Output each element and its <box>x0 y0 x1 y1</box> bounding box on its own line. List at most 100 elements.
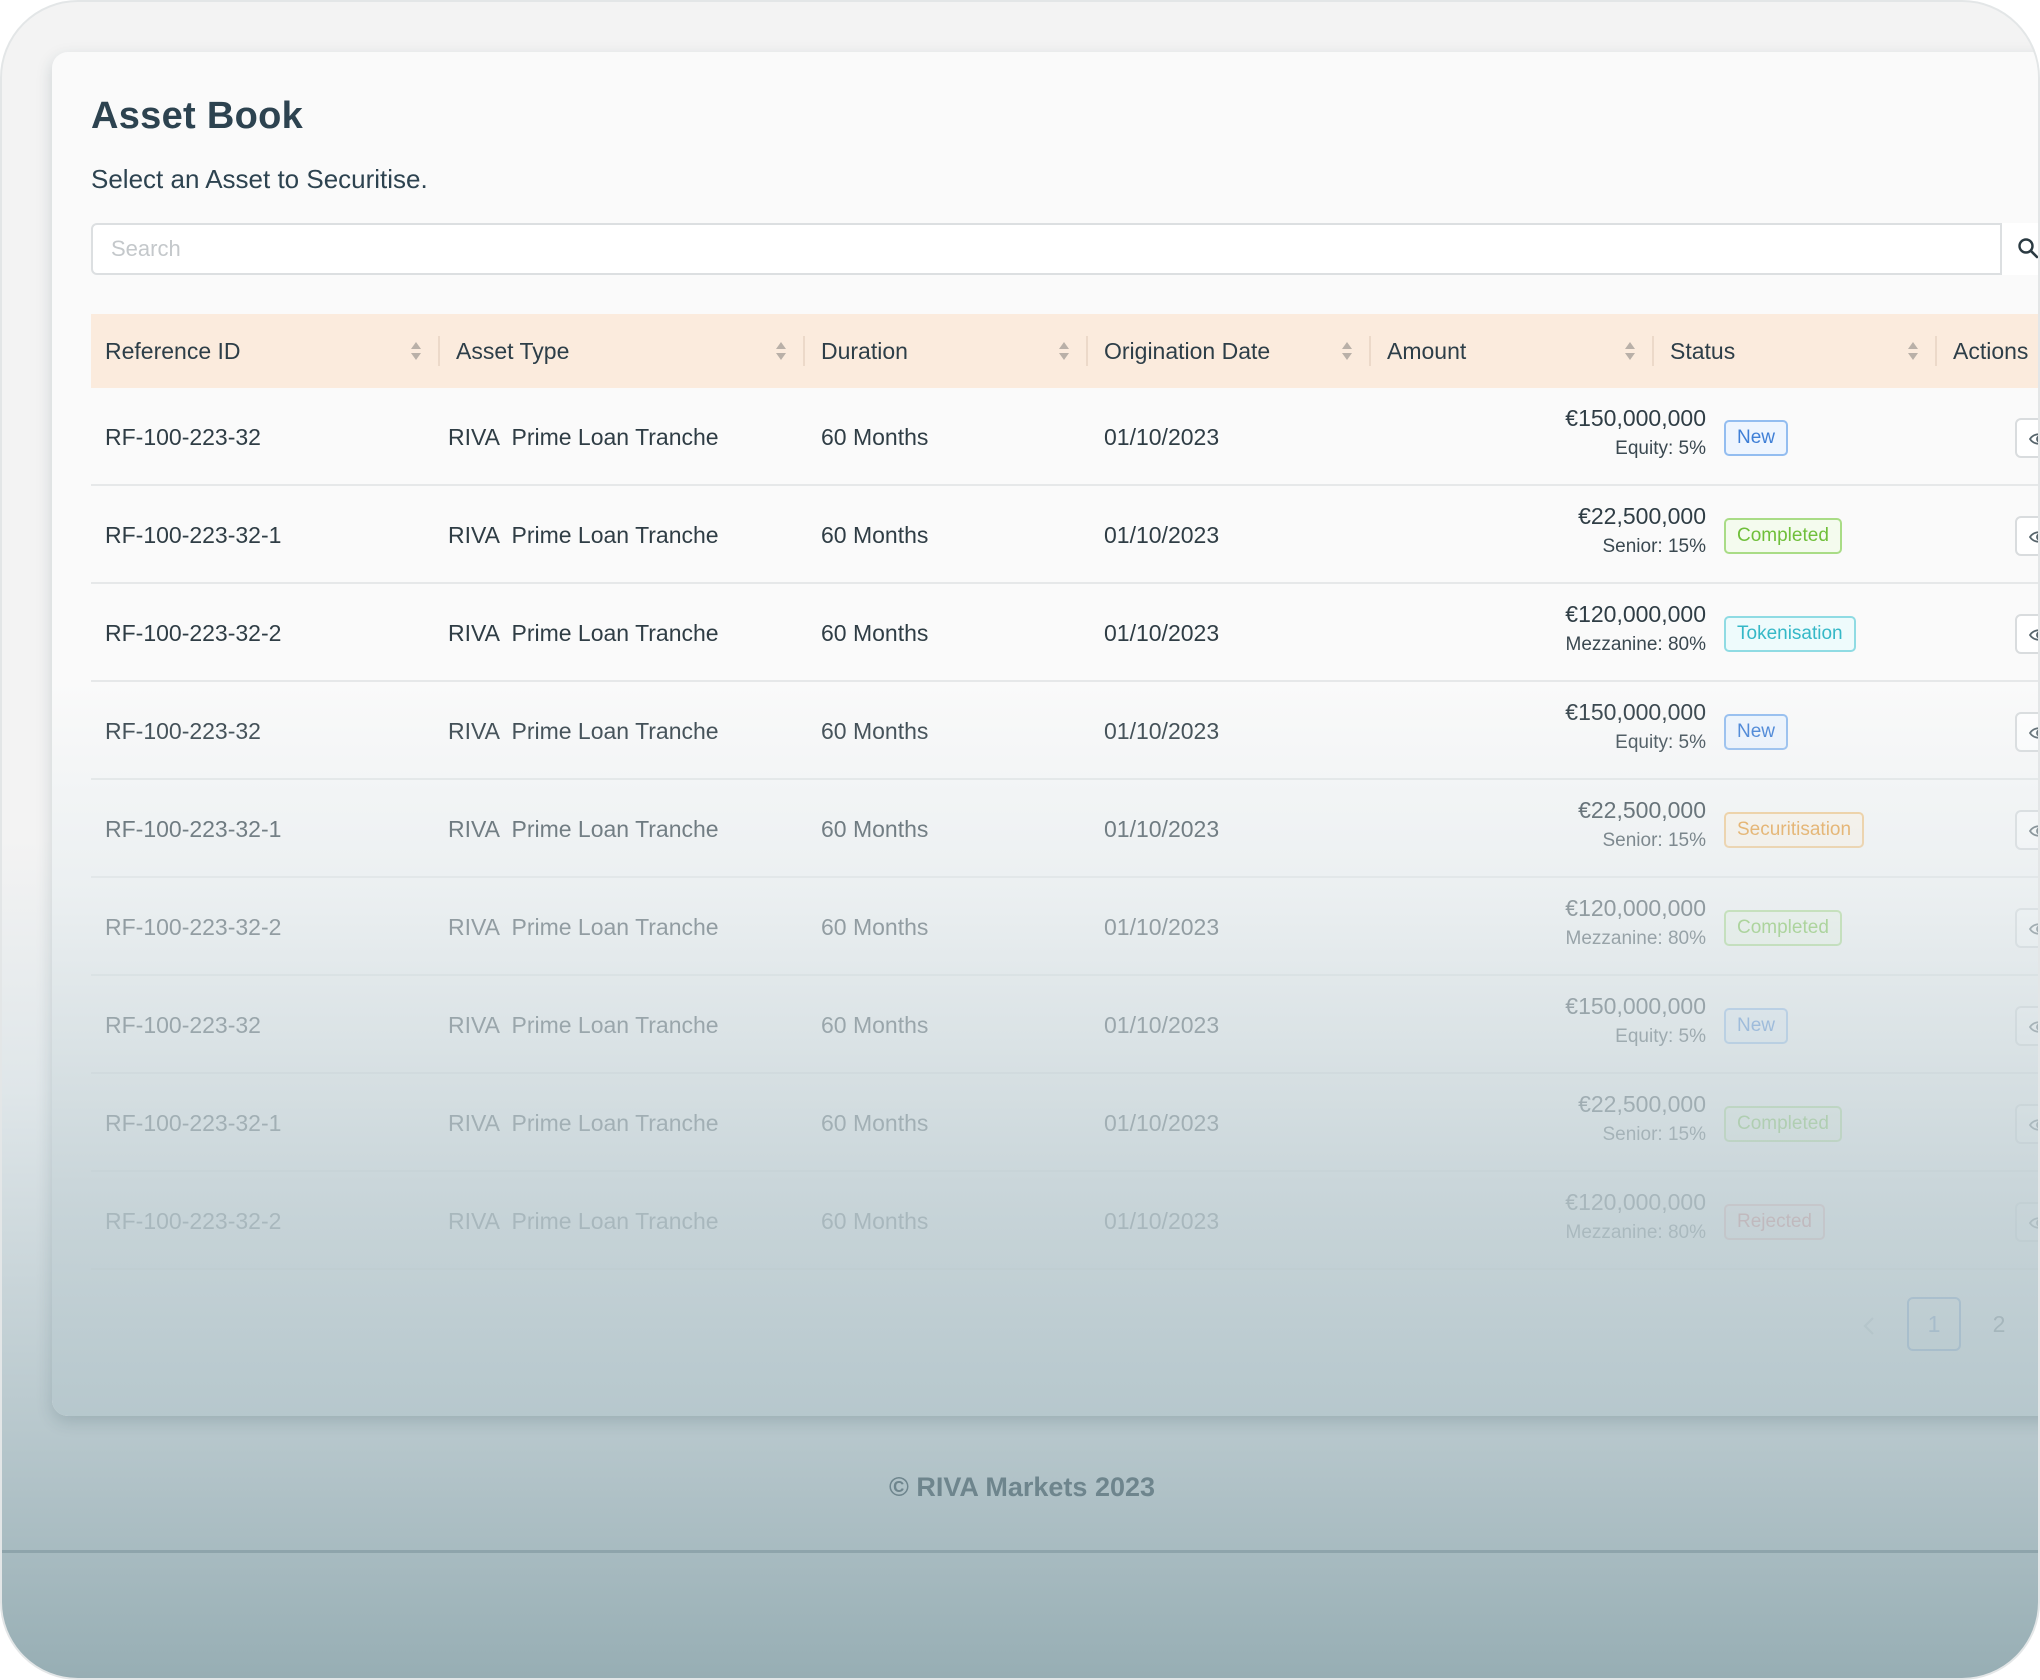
table-row[interactable]: RF-100-223-32 RIVA Prime Loan Tranche 60 M… <box>91 682 2038 780</box>
eye-icon <box>2029 1119 2038 1131</box>
chevron-left-icon <box>1863 1317 1874 1335</box>
view-button[interactable]: View <box>2015 1104 2038 1144</box>
column-header-origination-date[interactable]: Origination Date <box>1090 314 1373 388</box>
status-badge: Completed <box>1724 910 1842 946</box>
table-body: RF-100-223-32 RIVA Prime Loan Tranche 60 M… <box>91 388 2038 1270</box>
view-button[interactable]: View <box>2015 516 2038 556</box>
duration: 60 Months <box>821 1208 929 1234</box>
table-row[interactable]: RF-100-223-32-2 RIVA Prime Loan Tranche 60… <box>91 1172 2038 1270</box>
column-header-label: Amount <box>1387 338 1467 364</box>
view-button[interactable]: View <box>2015 908 2038 948</box>
asset-type: RIVA Prime Loan Tranche <box>448 522 719 548</box>
amount-cell: €120,000,000 Mezzanine: 80% <box>1565 1186 1706 1248</box>
search-button[interactable] <box>2000 223 2038 275</box>
table-row[interactable]: RF-100-223-32-1 RIVA Prime Loan Tranche 60… <box>91 1074 2038 1172</box>
table-row[interactable]: RF-100-223-32-1 RIVA Prime Loan Tranche 60… <box>91 486 2038 584</box>
view-button[interactable]: View <box>2015 614 2038 654</box>
amount-value: €150,000,000 <box>1565 699 1706 725</box>
reference-id: RF-100-223-32-1 <box>105 816 282 842</box>
table-row[interactable]: RF-100-223-32-2 RIVA Prime Loan Tranche 60… <box>91 878 2038 976</box>
column-divider <box>1935 336 1937 366</box>
status-badge: Completed <box>1724 518 1842 554</box>
duration: 60 Months <box>821 914 929 940</box>
amount-cell: €22,500,000 Senior: 15% <box>1578 500 1706 562</box>
search-icon <box>2018 238 2038 259</box>
column-divider <box>1652 336 1654 366</box>
eye-icon <box>2029 1217 2038 1229</box>
search-input[interactable] <box>93 225 2000 273</box>
eye-icon <box>2029 629 2038 641</box>
view-button[interactable]: View <box>2015 1006 2038 1046</box>
view-button[interactable]: View <box>2015 712 2038 752</box>
pagination-page-2[interactable]: 2 <box>1992 1311 2006 1337</box>
table-row[interactable]: RF-100-223-32-1 RIVA Prime Loan Tranche 60… <box>91 780 2038 878</box>
sort-icon[interactable] <box>410 341 422 361</box>
column-header-duration[interactable]: Duration <box>807 314 1090 388</box>
view-button[interactable]: View <box>2015 810 2038 850</box>
status-badge: Tokenisation <box>1724 616 1856 652</box>
reference-id: RF-100-223-32-2 <box>105 1208 282 1234</box>
tranche-share: Mezzanine: 80% <box>1565 634 1706 655</box>
amount-cell: €120,000,000 Mezzanine: 80% <box>1565 892 1706 954</box>
origination-date: 01/10/2023 <box>1104 522 1220 548</box>
reference-id: RF-100-223-32-1 <box>105 522 282 548</box>
column-header-label: Reference ID <box>105 338 241 364</box>
status-badge: New <box>1724 420 1789 456</box>
column-header-reference-id[interactable]: Reference ID <box>91 314 442 388</box>
eye-icon <box>2029 1021 2038 1033</box>
sort-icon[interactable] <box>1341 341 1353 361</box>
amount-value: €150,000,000 <box>1565 405 1706 431</box>
origination-date: 01/10/2023 <box>1104 1110 1220 1136</box>
origination-date: 01/10/2023 <box>1104 424 1220 450</box>
column-header-status[interactable]: Status <box>1656 314 1939 388</box>
status-badge: Rejected <box>1724 1204 1825 1240</box>
search-bar <box>91 223 2038 275</box>
sort-icon[interactable] <box>1624 341 1636 361</box>
table-row[interactable]: RF-100-223-32 RIVA Prime Loan Tranche 60 M… <box>91 388 2038 486</box>
amount-value: €150,000,000 <box>1565 993 1706 1019</box>
amount-cell: €22,500,000 Senior: 15% <box>1578 1088 1706 1150</box>
table-header: Reference ID Asset Type Duration Originatio… <box>91 314 2038 388</box>
origination-date: 01/10/2023 <box>1104 1208 1220 1234</box>
column-divider <box>1086 336 1088 366</box>
amount-cell: €22,500,000 Senior: 15% <box>1578 794 1706 856</box>
amount-cell: €150,000,000 Equity: 5% <box>1565 402 1706 464</box>
column-header-asset-type[interactable]: Asset Type <box>442 314 807 388</box>
column-header-label: Origination Date <box>1104 338 1271 364</box>
page-subtitle: Select an Asset to Securitise. <box>91 164 428 194</box>
amount-value: €22,500,000 <box>1578 503 1706 529</box>
asset-type: RIVA Prime Loan Tranche <box>448 718 719 744</box>
view-button[interactable]: View <box>2015 418 2038 458</box>
sort-icon[interactable] <box>1907 341 1919 361</box>
asset-type: RIVA Prime Loan Tranche <box>448 816 719 842</box>
reference-id: RF-100-223-32 <box>105 1012 261 1038</box>
column-header-label: Status <box>1670 338 1736 364</box>
asset-type: RIVA Prime Loan Tranche <box>448 1012 719 1038</box>
eye-icon <box>2029 531 2038 543</box>
tranche-share: Mezzanine: 80% <box>1565 928 1706 949</box>
tranche-share: Equity: 5% <box>1615 438 1706 459</box>
footer-copyright: © RIVA Markets 2023 <box>888 1472 1156 1502</box>
status-badge: New <box>1724 1008 1789 1044</box>
sort-icon[interactable] <box>775 341 787 361</box>
duration: 60 Months <box>821 424 929 450</box>
eye-icon <box>2029 923 2038 935</box>
pagination-page-1[interactable]: 1 <box>1907 1297 1961 1351</box>
table-row[interactable]: RF-100-223-32-2 RIVA Prime Loan Tranche 60… <box>91 584 2038 682</box>
status-badge: Completed <box>1724 1106 1842 1142</box>
view-button[interactable]: View <box>2015 1202 2038 1242</box>
status-badge: Securitisation <box>1724 812 1865 848</box>
tranche-share: Equity: 5% <box>1615 1026 1706 1047</box>
origination-date: 01/10/2023 <box>1104 620 1220 646</box>
amount-value: €22,500,000 <box>1578 797 1706 823</box>
reference-id: RF-100-223-32-2 <box>105 620 282 646</box>
origination-date: 01/10/2023 <box>1104 816 1220 842</box>
table-row[interactable]: RF-100-223-32 RIVA Prime Loan Tranche 60 M… <box>91 976 2038 1074</box>
duration: 60 Months <box>821 718 929 744</box>
pagination-prev-button[interactable] <box>1842 1297 1896 1351</box>
amount-cell: €120,000,000 Mezzanine: 80% <box>1565 598 1706 660</box>
column-header-amount[interactable]: Amount <box>1373 314 1656 388</box>
tranche-share: Mezzanine: 80% <box>1565 1222 1706 1243</box>
reference-id: RF-100-223-32 <box>105 718 261 744</box>
sort-icon[interactable] <box>1058 341 1070 361</box>
